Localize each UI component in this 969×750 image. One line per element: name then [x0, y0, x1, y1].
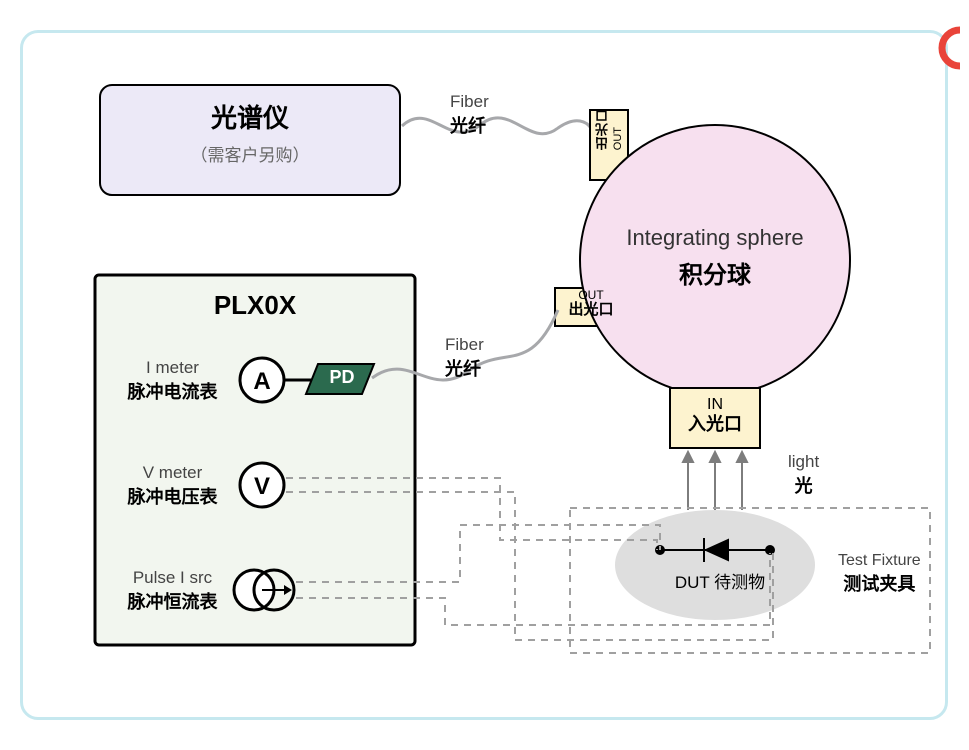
sphere-label: Integrating sphere 积分球 [580, 225, 850, 290]
dut-label: DUT 待测物 [655, 568, 785, 593]
fixture-label: Test Fixture 测试夹具 [838, 552, 921, 596]
v-meter-icon: V [240, 463, 284, 507]
isrc-label: Pulse I src 脉冲恒流表 [115, 568, 230, 614]
fiber-1 [402, 118, 593, 134]
svg-text:A: A [253, 368, 270, 395]
port-bottom-label: IN 入光口 [670, 395, 760, 436]
i-meter-label: I meter 脉冲电流表 [115, 358, 230, 404]
port-top-label: 出光口 OUT [594, 108, 626, 152]
port-left-label: OUT 出光口 [558, 289, 624, 319]
spectrometer-title: 光谱仪 （需客户另购） [100, 98, 400, 166]
light-label: light 光 [788, 452, 819, 498]
fiber1-label: Fiber 光纤 [450, 92, 489, 138]
i-meter-icon: A [240, 358, 284, 402]
dut-ellipse [615, 510, 815, 620]
v-meter-label: V meter 脉冲电压表 [115, 463, 230, 509]
fiber2-label: Fiber 光纤 [445, 335, 484, 381]
corner-accent [942, 30, 960, 66]
light-arrows [683, 452, 747, 510]
pd-label: PD [320, 367, 364, 388]
svg-text:V: V [254, 473, 270, 500]
plx-title: PLX0X [95, 290, 415, 321]
